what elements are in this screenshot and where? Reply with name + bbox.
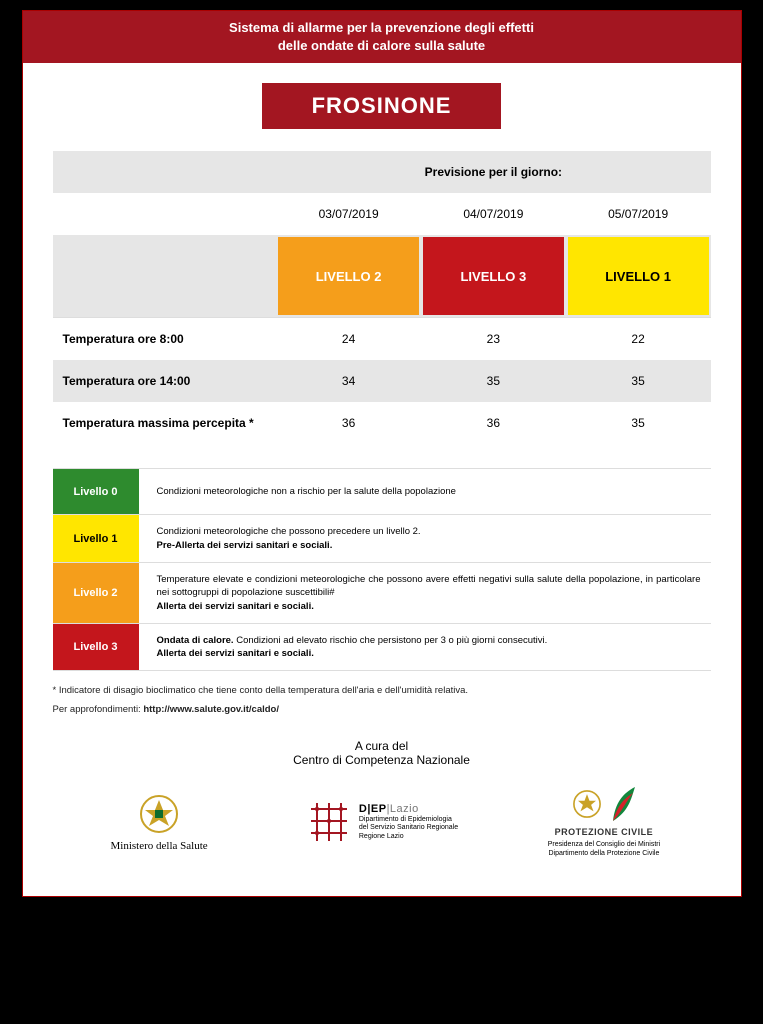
row-label-0: Temperatura ore 8:00 <box>53 318 277 361</box>
legend-row-1: Livello 1 Condizioni meteorologiche che … <box>53 514 711 562</box>
footnote-url: http://www.salute.gov.it/caldo/ <box>143 704 279 715</box>
logo-dep: D|EP|Lazio Dipartimento di Epidemiologia… <box>266 799 498 845</box>
credits: A cura del Centro di Competenza Nazional… <box>53 739 711 767</box>
data-row-2: Temperatura massima percepita * 36 36 35 <box>53 402 711 444</box>
forecast-table: Previsione per il giorno: 03/07/2019 04/… <box>53 151 711 444</box>
date-2: 05/07/2019 <box>566 193 711 235</box>
legend-row-3: Livello 3 Ondata di calore. Condizioni a… <box>53 623 711 672</box>
city-wrap: FROSINONE <box>23 63 741 143</box>
cell-2-0: 36 <box>276 402 421 444</box>
row-label-2: Temperatura massima percepita * <box>53 402 277 444</box>
dep-grid-icon <box>305 799 351 845</box>
cell-2-1: 36 <box>421 402 566 444</box>
logos-row: Ministero della Salute D|EP|Lazio Dipart… <box>53 767 711 878</box>
forecast-header-row: Previsione per il giorno: <box>53 151 711 193</box>
dates-row: 03/07/2019 04/07/2019 05/07/2019 <box>53 193 711 235</box>
level-box-1: LIVELLO 3 <box>423 237 564 315</box>
logo-ministero: Ministero della Salute <box>63 792 256 852</box>
emblem-icon-2 <box>569 786 605 822</box>
cell-1-1: 35 <box>421 360 566 402</box>
date-0: 03/07/2019 <box>276 193 421 235</box>
protezione-civile-icon <box>609 785 639 823</box>
legend-row-2: Livello 2 Temperature elevate e condizio… <box>53 562 711 623</box>
header-bar: Sistema di allarme per la prevenzione de… <box>23 11 741 63</box>
legend-badge-1: Livello 1 <box>53 515 139 562</box>
content-area: Previsione per il giorno: 03/07/2019 04/… <box>23 143 741 896</box>
cell-0-2: 22 <box>566 318 711 361</box>
legend-text-0: Condizioni meteorologiche non a rischio … <box>139 469 711 514</box>
emblem-icon <box>137 792 181 836</box>
cell-1-2: 35 <box>566 360 711 402</box>
dep-sub: Dipartimento di Epidemiologia del Serviz… <box>359 816 458 841</box>
level-box-0: LIVELLO 2 <box>278 237 419 315</box>
date-1: 04/07/2019 <box>421 193 566 235</box>
levels-row: LIVELLO 2 LIVELLO 3 LIVELLO 1 <box>53 235 711 318</box>
cell-2-2: 35 <box>566 402 711 444</box>
city-name: FROSINONE <box>262 83 502 129</box>
document-page: Sistema di allarme per la prevenzione de… <box>22 10 742 897</box>
dep-text: D|EP|Lazio Dipartimento di Epidemiologia… <box>359 803 458 841</box>
forecast-header-label: Previsione per il giorno: <box>276 151 710 193</box>
legend-badge-0: Livello 0 <box>53 469 139 514</box>
legend-text-1: Condizioni meteorologiche che possono pr… <box>139 515 711 562</box>
pc-title: PROTEZIONE CIVILE <box>555 827 654 837</box>
legend: Livello 0 Condizioni meteorologiche non … <box>53 468 711 671</box>
header-line-2: delle ondate di calore sulla salute <box>43 37 721 55</box>
logo-protezione-civile: PROTEZIONE CIVILE Presidenza del Consigl… <box>507 785 700 858</box>
footnote-indicator: * Indicatore di disagio bioclimatico che… <box>53 685 711 696</box>
cell-0-0: 24 <box>276 318 421 361</box>
data-row-1: Temperatura ore 14:00 34 35 35 <box>53 360 711 402</box>
legend-text-2: Temperature elevate e condizioni meteoro… <box>139 563 711 623</box>
header-line-1: Sistema di allarme per la prevenzione de… <box>43 19 721 37</box>
legend-badge-3: Livello 3 <box>53 624 139 671</box>
data-row-0: Temperatura ore 8:00 24 23 22 <box>53 318 711 361</box>
legend-row-0: Livello 0 Condizioni meteorologiche non … <box>53 468 711 514</box>
pc-sub: Presidenza del Consiglio dei Ministri Di… <box>548 841 660 858</box>
legend-text-3: Ondata di calore. Condizioni ad elevato … <box>139 624 711 671</box>
cell-1-0: 34 <box>276 360 421 402</box>
cell-0-1: 23 <box>421 318 566 361</box>
legend-badge-2: Livello 2 <box>53 563 139 623</box>
level-box-2: LIVELLO 1 <box>568 237 709 315</box>
footnote-link: Per approfondimenti: http://www.salute.g… <box>53 704 711 715</box>
ministero-caption: Ministero della Salute <box>110 840 207 852</box>
row-label-1: Temperatura ore 14:00 <box>53 360 277 402</box>
